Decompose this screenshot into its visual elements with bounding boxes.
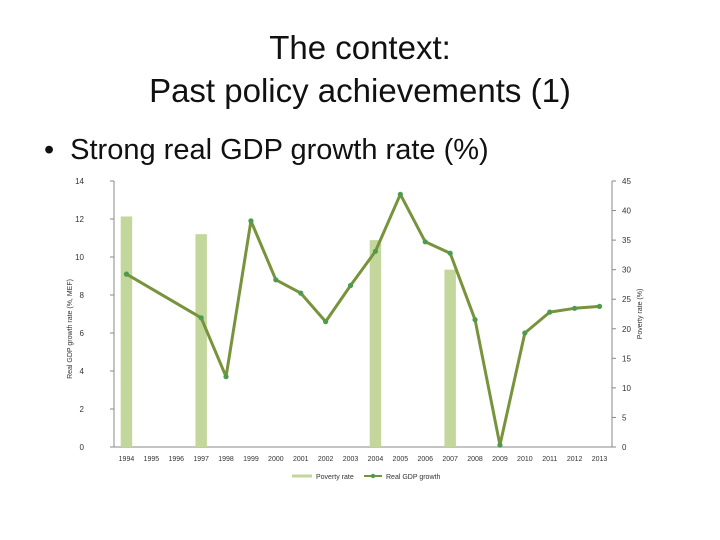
bullet-symbol: • bbox=[44, 134, 55, 166]
right-tick-label: 10 bbox=[622, 384, 631, 393]
x-tick-label: 1994 bbox=[119, 456, 135, 463]
right-tick-label: 0 bbox=[622, 443, 627, 452]
x-tick-label: 2000 bbox=[268, 456, 284, 463]
poverty-bar bbox=[444, 269, 456, 447]
gdp-growth-point bbox=[372, 248, 379, 254]
x-tick-label: 2011 bbox=[542, 456, 557, 463]
bullet-point: • Strong real GDP growth rate (%) bbox=[44, 132, 489, 168]
gdp-growth-line bbox=[125, 192, 600, 447]
left-tick-label: 2 bbox=[80, 405, 85, 414]
x-tick-label: 1996 bbox=[168, 456, 184, 463]
x-tick-label: 1998 bbox=[218, 456, 234, 463]
gdp-growth-point bbox=[198, 315, 204, 321]
left-tick-label: 14 bbox=[75, 177, 84, 186]
x-tick-label: 2002 bbox=[318, 456, 334, 463]
right-tick-label: 30 bbox=[622, 266, 631, 275]
x-tick-label: 2004 bbox=[368, 456, 384, 463]
legend-marker-gdp bbox=[370, 473, 376, 479]
x-tick-label: 2006 bbox=[417, 456, 433, 463]
gdp-growth-point bbox=[323, 319, 329, 325]
bullet-text: Strong real GDP growth rate (%) bbox=[70, 134, 489, 166]
left-tick-label: 8 bbox=[80, 291, 85, 300]
gdp-growth-point bbox=[123, 271, 130, 277]
x-tick-label: 2001 bbox=[293, 456, 309, 463]
left-tick-label: 10 bbox=[75, 253, 84, 262]
title-line-1: The context: bbox=[269, 29, 451, 66]
gdp-growth-point bbox=[422, 239, 428, 245]
left-tick-label: 12 bbox=[75, 215, 84, 224]
x-tick-label: 2005 bbox=[393, 456, 409, 463]
legend-swatch-poverty bbox=[292, 474, 312, 478]
title-line-2: Past policy achievements (1) bbox=[149, 72, 571, 109]
gdp-growth-point bbox=[522, 330, 528, 336]
poverty-bar bbox=[369, 240, 382, 447]
right-tick-label: 5 bbox=[622, 413, 627, 422]
x-tick-label: 2012 bbox=[567, 456, 583, 463]
right-tick-label: 40 bbox=[622, 207, 631, 216]
left-axis-title: Real GDP growth rate (%, MEF) bbox=[67, 279, 74, 379]
x-tick-label: 2010 bbox=[517, 456, 533, 463]
gdp-growth-point bbox=[472, 317, 478, 323]
x-tick-label: 2013 bbox=[592, 456, 608, 463]
gdp-growth-point bbox=[572, 305, 578, 311]
right-tick-label: 20 bbox=[622, 325, 631, 334]
gdp-growth-point bbox=[547, 309, 553, 315]
gdp-growth-point bbox=[298, 290, 304, 296]
x-tick-label: 1995 bbox=[144, 456, 160, 463]
right-tick-label: 25 bbox=[622, 295, 631, 304]
gdp-growth-point bbox=[397, 191, 403, 197]
legend-label-poverty: Poverty rate bbox=[316, 474, 354, 481]
gdp-growth-point bbox=[447, 250, 453, 256]
left-tick-label: 0 bbox=[80, 443, 85, 452]
gdp-growth-point bbox=[497, 442, 503, 448]
left-tick-label: 6 bbox=[80, 329, 85, 338]
gdp-growth-point bbox=[223, 374, 229, 380]
x-tick-label: 2003 bbox=[343, 456, 359, 463]
gdp-growth-point bbox=[596, 303, 603, 309]
slide-title: The context: Past policy achievements (1… bbox=[0, 26, 720, 112]
x-tick-label: 2009 bbox=[492, 456, 508, 463]
right-tick-label: 45 bbox=[622, 177, 631, 186]
right-tick-label: 15 bbox=[622, 354, 631, 363]
poverty-bar bbox=[120, 216, 133, 447]
gdp-growth-point bbox=[248, 218, 254, 224]
x-tick-label: 1997 bbox=[193, 456, 209, 463]
poverty-bar bbox=[195, 234, 207, 447]
right-axis-title: Poverty rate (%) bbox=[637, 289, 644, 340]
gdp-growth-point bbox=[273, 277, 279, 283]
legend-label-gdp: Real GDP growth bbox=[386, 474, 440, 481]
x-tick-label: 2008 bbox=[467, 456, 483, 463]
x-tick-label: 2007 bbox=[442, 456, 458, 463]
right-tick-label: 35 bbox=[622, 236, 631, 245]
x-tick-label: 1999 bbox=[243, 456, 259, 463]
gdp-growth-point bbox=[347, 282, 354, 289]
left-tick-label: 4 bbox=[80, 367, 85, 376]
